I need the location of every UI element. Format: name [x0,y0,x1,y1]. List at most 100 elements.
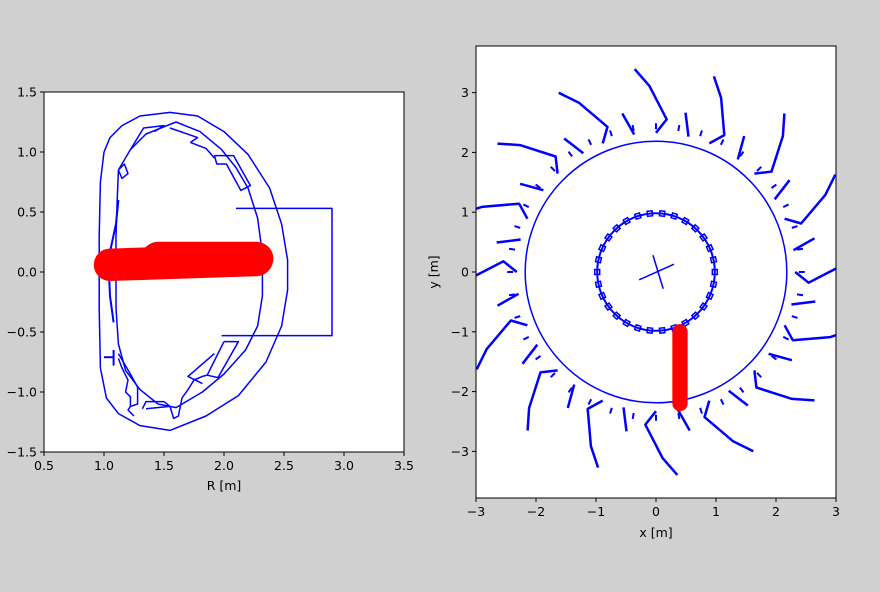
port-arm-stub [519,182,544,192]
right-plot-area [476,68,836,476]
inner-tile [633,323,642,333]
outer-tile [522,203,530,209]
port-arm-stub [521,343,539,365]
inner-tile [699,232,709,242]
wall-contour [127,405,135,417]
port-arm [586,399,604,468]
wall-contour [169,127,199,144]
inner-tile [622,318,632,328]
inner-tile [699,302,709,312]
inner-tile [711,268,719,276]
outer-tile [550,372,556,378]
wall-contour [169,374,208,420]
y-tick-label: −1.5 [7,445,37,460]
inner-tile [603,302,613,312]
y-tick-label: −1.0 [7,385,37,400]
x-tick-label: 1.0 [94,458,114,473]
port-arm [476,260,518,277]
outer-tile [677,412,681,420]
outer-tile [699,407,703,414]
left-plot: 0.5 1.0 1.5 2.0 2.5 3.0 3.5 1.5 1.0 0.5 0.0 −0.5 −1… [7,85,414,494]
inner-tile [690,223,700,233]
port-arm [476,319,528,370]
y-tick-label: 1.5 [17,85,37,100]
port-arm [644,410,679,476]
port-arm [708,76,726,145]
right-x-ticks: −3 −2 −1 0 1 2 3 [467,498,840,519]
inner-tile [658,326,666,335]
outer-tile [514,315,521,319]
wall-contour [117,353,139,408]
inner-tile [680,216,690,226]
port-arm [476,202,529,220]
port-arm [633,68,668,134]
inner-tile [705,291,715,301]
x-tick-label: 2 [772,504,780,519]
port-arm-stub [791,300,816,306]
y-tick-label: −3 [451,444,469,459]
port-arm-stub [563,137,585,155]
outer-tile [770,183,777,189]
outer-tile [699,130,703,137]
inner-tile [597,291,607,301]
y-tick-label: 3 [461,85,469,100]
port-arm [784,174,836,225]
outer-tile [631,412,635,420]
x-tick-label: 3 [832,504,840,519]
outer-tile [609,407,613,414]
outer-tile [770,355,777,361]
vessel-circle [524,140,788,404]
inner-tile [597,243,607,253]
outer-tile [796,247,804,251]
outer-tile [567,386,573,393]
outer-tile [514,225,521,229]
x-tick-label: −3 [467,504,485,519]
inner-tile [593,268,601,276]
y-tick-label: 0 [461,265,469,280]
port-arm-stub [496,238,521,244]
port-arm-stub [684,112,690,137]
port-arm-stub [622,407,628,432]
wall-contour [221,207,333,337]
outer-tile [550,166,556,172]
inner-tile [705,243,715,253]
wall-contour [206,340,240,379]
wall-contour [129,124,165,150]
x-tick-label: 1 [712,504,720,519]
left-y-ticks: 1.5 1.0 0.5 0.0 −0.5 −1.0 −1.5 [7,85,44,460]
inner-tile [633,211,642,221]
wall-contour [115,121,264,409]
outer-tile [739,386,745,393]
outer-tile [535,183,542,189]
y-tick-label: 0.5 [17,205,37,220]
outer-tile [677,124,681,132]
port-arm [783,324,836,342]
inner-tile [690,311,700,321]
y-tick-label: −1 [451,324,469,339]
outer-tile [791,225,798,229]
wall-contour [187,353,215,385]
port-arm [703,400,754,453]
right-x-axis-label: x [m] [639,525,672,540]
vessel-circle [596,212,716,332]
outer-tile [756,372,762,378]
y-tick-label: 2 [461,145,469,160]
left-plot-area [93,111,333,432]
port-arm [794,267,836,284]
inner-tile [594,255,603,264]
inner-tile [603,232,613,242]
port-arm [558,91,609,144]
top-view-geometry [476,68,836,476]
x-tick-label: 2.5 [274,458,294,473]
inner-tile [658,209,666,218]
port-arm-stub [676,408,691,432]
port-arm [497,142,559,174]
inner-tile [594,280,603,289]
outer-tile [719,398,725,406]
wall-contour [117,163,129,180]
inner-tile [646,326,654,335]
inner-tile [670,211,679,221]
outer-tile [508,293,516,297]
x-tick-label: 2.0 [214,458,234,473]
inner-tile [709,280,718,289]
